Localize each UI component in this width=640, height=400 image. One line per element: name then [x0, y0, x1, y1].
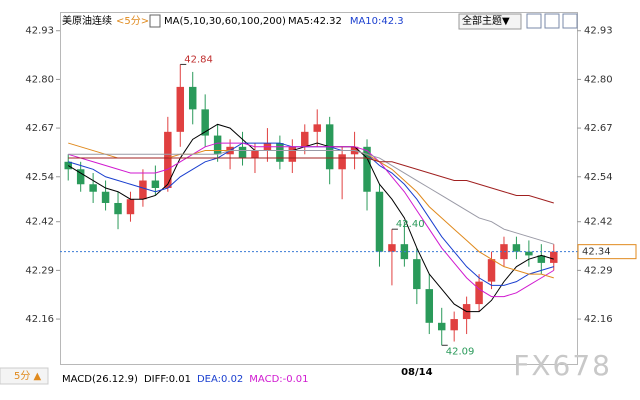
candle-body [537, 255, 546, 263]
candle-body [139, 180, 147, 200]
candle-body [512, 244, 521, 252]
ma-value-label: MA5:42.32 [288, 16, 342, 27]
candle-body [338, 154, 346, 170]
candle-body [76, 169, 85, 185]
candle-body [363, 146, 371, 192]
candle-body [151, 180, 160, 188]
indicator-icon [149, 14, 161, 28]
y-tick-label: 42.54 [25, 172, 54, 183]
y-tick-label-right: 42.42 [584, 217, 613, 228]
candle-body [89, 184, 97, 192]
y-tick-label-right: 42.16 [584, 314, 613, 325]
theme-button[interactable] [458, 13, 522, 30]
tool-icon[interactable] [526, 13, 542, 29]
candle-body [238, 146, 247, 159]
y-tick-label: 42.29 [25, 265, 54, 276]
ma-line [68, 150, 554, 245]
annotation-label: 42.09 [446, 346, 475, 357]
y-tick-label-right: 42.80 [584, 74, 613, 85]
macd-label: MACD:-0.01 [249, 374, 308, 385]
candle-body [550, 251, 558, 263]
candle-body [525, 251, 533, 256]
candle-body [126, 199, 135, 215]
y-tick-label: 42.67 [25, 123, 54, 134]
candle-body [437, 322, 446, 331]
candle-body [413, 259, 421, 290]
ma-line [67, 123, 554, 313]
candle-body [500, 244, 508, 260]
candle-body [475, 281, 483, 305]
period-button[interactable] [0, 367, 49, 385]
y-tick-label-right: 42.29 [584, 265, 613, 276]
candle-body [288, 146, 297, 162]
ma-line [68, 142, 555, 298]
tool-icon[interactable] [562, 13, 578, 29]
candle-body [188, 86, 197, 110]
y-tick-label-right: 42.54 [584, 172, 613, 183]
y-tick-label: 42.42 [25, 217, 54, 228]
candle-body [201, 109, 209, 136]
candle-body [213, 135, 222, 155]
candle-body [301, 131, 309, 147]
candle-body [425, 289, 434, 323]
macd-label: DIFF:0.01 [144, 374, 191, 385]
period-button-label[interactable]: 5分 ▲ [14, 370, 42, 382]
y-tick-label: 42.16 [25, 314, 54, 325]
candle-body [114, 202, 122, 215]
candle-body [101, 191, 110, 203]
candle-body [487, 259, 496, 282]
last-price-label: 42.34 [582, 247, 611, 258]
plot-frame [60, 12, 578, 365]
candle-body [450, 319, 458, 331]
chart-title: 美原油连续 [62, 14, 112, 27]
tool-icon[interactable] [544, 13, 560, 29]
candle-body [176, 86, 185, 132]
watermark: FX678 [513, 349, 612, 382]
y-tick-label-right: 42.93 [584, 26, 613, 37]
annotation-label: 42.40 [396, 219, 425, 230]
period-label: <5分> [116, 15, 149, 27]
candle-body [388, 244, 396, 252]
candle-body [276, 143, 284, 162]
macd-label: DEA:0.02 [197, 374, 243, 385]
macd-label: MACD(26.12.9) [62, 374, 138, 385]
candle-body [164, 131, 172, 188]
ma-value-label: MA10:42.3 [350, 16, 404, 27]
last-price-box [577, 244, 637, 260]
y-tick-label: 42.80 [25, 74, 54, 85]
indicator-label: MA(5,10,30,60,100,200) [164, 16, 286, 27]
y-tick-label-right: 42.67 [584, 123, 613, 134]
candle-body [251, 150, 259, 159]
annotation-label: 42.84 [184, 54, 213, 65]
y-tick-label: 42.93 [25, 26, 54, 37]
candle-body [375, 191, 384, 252]
candle-body [313, 124, 321, 132]
theme-button-label[interactable]: 全部主题▼ [462, 14, 510, 27]
x-tick-label: 08/14 [401, 367, 433, 378]
ma-line [68, 157, 554, 204]
